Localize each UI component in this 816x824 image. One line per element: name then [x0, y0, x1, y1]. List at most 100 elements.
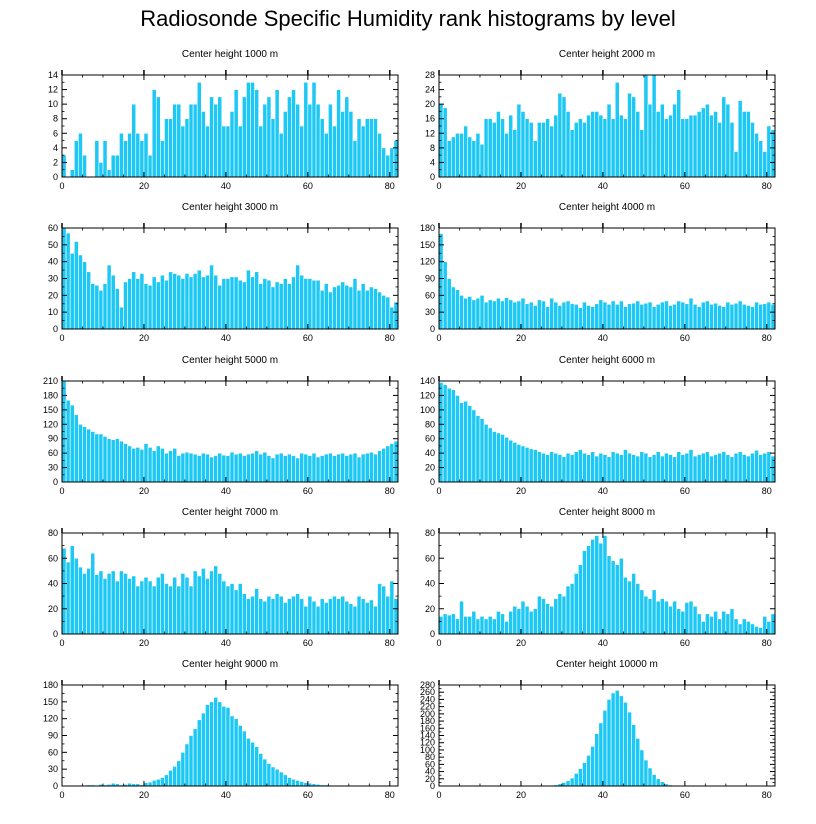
bar — [389, 580, 395, 635]
y-tick-label: 80 — [425, 752, 435, 762]
bar — [610, 692, 616, 787]
y-tick-label: 12 — [48, 85, 58, 95]
bar — [258, 598, 264, 635]
bar — [553, 114, 559, 178]
bar — [336, 598, 341, 635]
bar — [393, 598, 399, 635]
bar — [229, 111, 235, 178]
bar — [209, 96, 214, 178]
bar — [381, 585, 387, 635]
bar — [561, 595, 567, 635]
bar — [467, 405, 473, 483]
bar — [635, 738, 641, 787]
bar — [73, 241, 79, 330]
bar — [450, 286, 456, 330]
bar — [606, 456, 612, 483]
bar — [655, 451, 661, 483]
bar — [467, 616, 473, 635]
bar — [233, 89, 239, 178]
bar — [606, 699, 612, 787]
bar — [135, 585, 141, 635]
bar — [746, 455, 751, 483]
bar — [82, 573, 87, 635]
bar — [254, 450, 259, 483]
bar — [672, 103, 677, 178]
bar — [287, 283, 292, 330]
y-tick-label: 40 — [425, 579, 435, 589]
y-tick-label: 150 — [420, 240, 435, 250]
bar — [746, 621, 751, 635]
bar — [463, 125, 468, 178]
y-tick-label: 280 — [420, 680, 435, 690]
bar — [590, 746, 596, 787]
bar — [610, 560, 616, 635]
bar — [217, 452, 223, 483]
bar — [750, 623, 755, 635]
y-tick-label: 90 — [425, 274, 435, 284]
histogram-panel-5: Center height 5000 m 0 20 40 60 80 0 30 60 90 120 1… — [43, 355, 399, 496]
bar — [651, 774, 657, 787]
bar — [635, 583, 641, 635]
bar — [201, 712, 206, 787]
bar — [471, 140, 477, 178]
bar — [299, 781, 305, 787]
bar — [746, 111, 751, 178]
bar — [282, 111, 288, 178]
bar — [119, 132, 124, 178]
bar — [164, 279, 169, 330]
bar — [332, 286, 337, 330]
bar — [373, 453, 378, 483]
y-tick-label: 150 — [43, 405, 58, 415]
bar — [655, 778, 661, 787]
bar — [340, 111, 346, 178]
bar — [287, 777, 292, 787]
bar — [532, 140, 538, 178]
bar — [442, 107, 448, 178]
bar — [565, 300, 571, 330]
bar — [237, 279, 243, 330]
bar — [594, 733, 600, 787]
bar — [106, 573, 112, 635]
bar — [442, 613, 448, 635]
bar — [311, 81, 317, 178]
bar — [741, 304, 747, 330]
bar — [692, 605, 698, 635]
bar — [614, 564, 620, 635]
bar — [459, 402, 464, 483]
bar — [631, 96, 636, 178]
bar — [295, 103, 300, 178]
bar — [143, 132, 149, 178]
bar — [455, 289, 460, 330]
bar — [209, 456, 214, 483]
bar — [524, 118, 530, 178]
x-tick-label: 40 — [598, 790, 608, 800]
bar — [352, 140, 358, 178]
bar — [221, 125, 227, 178]
bar — [205, 704, 210, 787]
bar — [569, 303, 575, 330]
bar — [127, 278, 132, 330]
x-tick-label: 80 — [762, 638, 772, 648]
bar — [721, 96, 727, 178]
x-tick-label: 20 — [139, 181, 149, 191]
bar — [717, 122, 723, 178]
bar — [160, 140, 165, 178]
bar — [233, 589, 239, 635]
bar — [557, 593, 563, 635]
bar — [348, 453, 354, 483]
bar — [336, 453, 341, 483]
bar — [655, 600, 661, 635]
bar — [282, 455, 288, 483]
bar — [114, 580, 120, 635]
bar — [196, 269, 202, 330]
bar — [557, 305, 563, 330]
bar — [717, 305, 723, 330]
bar — [250, 276, 255, 330]
bar — [762, 616, 768, 635]
x-tick-label: 20 — [516, 790, 526, 800]
x-tick-label: 80 — [385, 486, 395, 496]
bar — [565, 780, 571, 787]
bar — [668, 605, 673, 635]
bar — [135, 132, 141, 178]
y-tick-label: 40 — [425, 448, 435, 458]
